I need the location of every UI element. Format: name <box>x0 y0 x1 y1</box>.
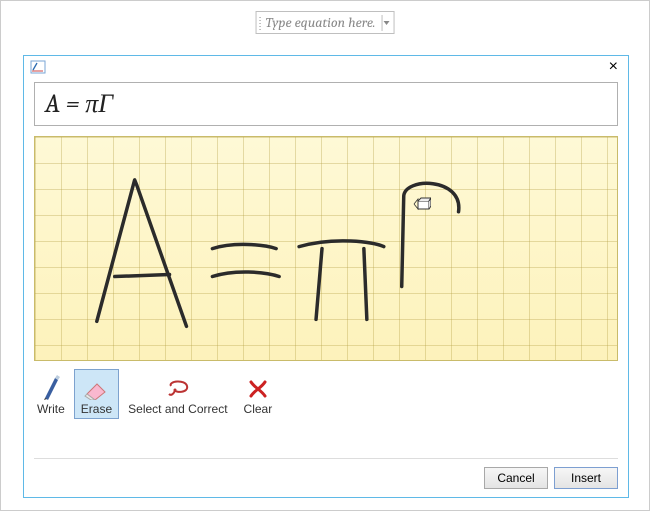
ink-strokes <box>35 137 617 359</box>
close-icon[interactable]: × <box>605 59 622 75</box>
tool-label: Erase <box>81 402 112 416</box>
select-correct-tool[interactable]: Select and Correct <box>121 369 234 419</box>
eraser-icon <box>83 374 109 400</box>
app-icon <box>30 60 46 74</box>
clear-tool[interactable]: Clear <box>237 369 280 419</box>
dialog-footer: Cancel Insert <box>34 458 618 489</box>
toolbar: Write Erase Select and Correct Clear <box>30 369 622 419</box>
equation-preview-text: A = πΓ <box>45 89 113 119</box>
equation-placeholder[interactable]: Type equation here. <box>256 11 395 34</box>
equation-preview: A = πΓ <box>34 82 618 126</box>
pen-icon <box>41 374 61 400</box>
titlebar: × <box>24 56 628 78</box>
tool-label: Write <box>37 402 65 416</box>
grip-icon <box>259 16 262 30</box>
clear-x-icon <box>247 374 269 400</box>
equation-placeholder-text: Type equation here. <box>266 14 376 31</box>
write-tool[interactable]: Write <box>30 369 72 419</box>
insert-button[interactable]: Insert <box>554 467 618 489</box>
chevron-down-icon[interactable] <box>381 15 389 31</box>
ink-canvas[interactable] <box>34 136 618 361</box>
lasso-icon <box>165 374 191 400</box>
cancel-button[interactable]: Cancel <box>484 467 548 489</box>
tool-label: Clear <box>244 402 273 416</box>
tool-label: Select and Correct <box>128 402 227 416</box>
math-input-panel: × A = πΓ Write Erase <box>23 55 629 498</box>
erase-tool[interactable]: Erase <box>74 369 119 419</box>
